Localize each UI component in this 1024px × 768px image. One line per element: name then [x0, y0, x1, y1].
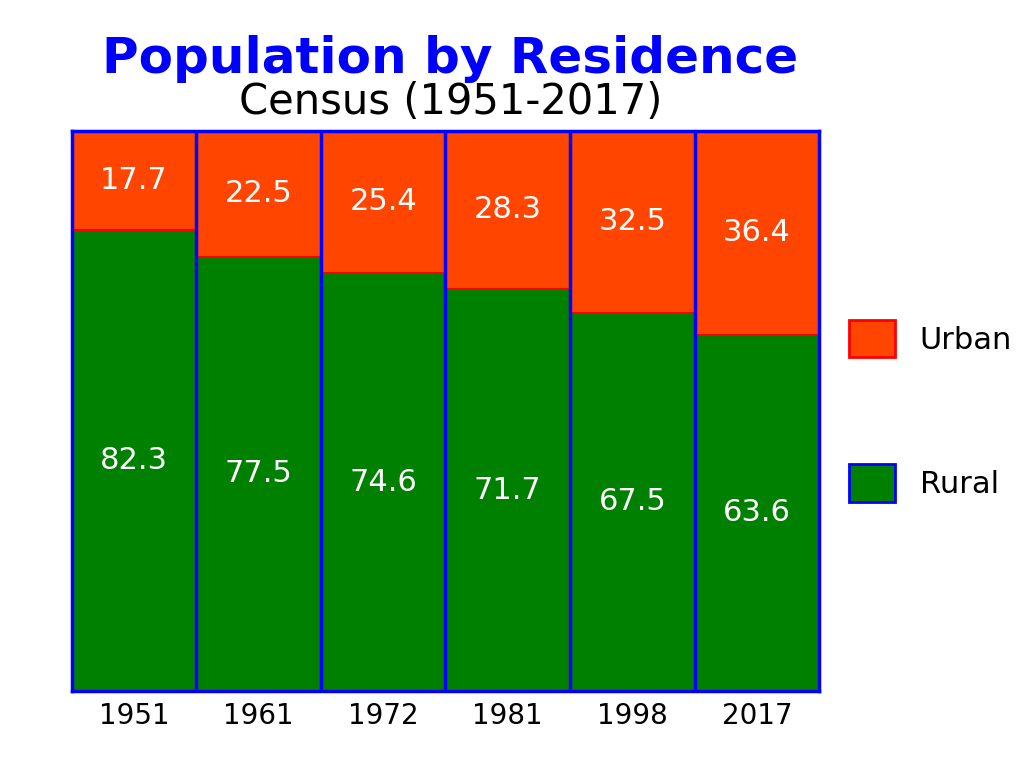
Bar: [72, 230, 197, 691]
Text: 22.5: 22.5: [224, 179, 293, 208]
Text: Census (1951-2017): Census (1951-2017): [239, 81, 663, 123]
Bar: [321, 273, 445, 691]
Legend: Urban, Rural: Urban, Rural: [850, 320, 1012, 502]
Text: 71.7: 71.7: [474, 475, 542, 505]
Text: 74.6: 74.6: [349, 468, 417, 497]
Bar: [197, 131, 321, 257]
Text: 82.3: 82.3: [100, 446, 168, 475]
Text: 32.5: 32.5: [598, 207, 667, 237]
Bar: [445, 290, 570, 691]
Bar: [445, 131, 570, 290]
Bar: [321, 131, 445, 273]
Bar: [197, 257, 321, 691]
Bar: [72, 131, 197, 230]
Text: Population by Residence: Population by Residence: [102, 35, 799, 83]
Bar: [570, 131, 694, 313]
Text: 77.5: 77.5: [224, 459, 293, 488]
Text: 36.4: 36.4: [723, 218, 791, 247]
Text: 63.6: 63.6: [723, 498, 791, 528]
Bar: [570, 313, 694, 691]
Text: 67.5: 67.5: [598, 488, 667, 517]
Bar: [694, 335, 819, 691]
Text: 17.7: 17.7: [100, 166, 168, 194]
Bar: [694, 131, 819, 335]
Text: 25.4: 25.4: [349, 187, 417, 217]
Text: 28.3: 28.3: [474, 195, 542, 224]
